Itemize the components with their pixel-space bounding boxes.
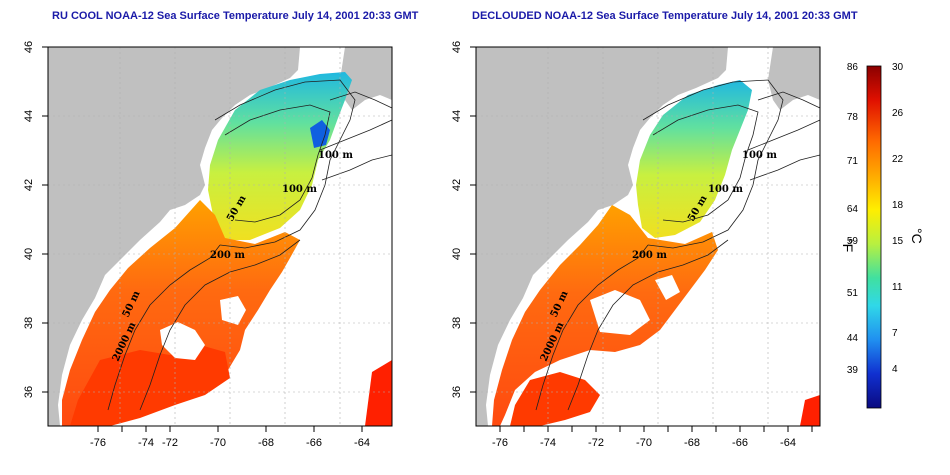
y-tick-label: 40 [451,248,463,260]
x-tick-label: -64 [354,437,370,449]
contour-label: 100 m [708,184,743,195]
x-tick-label: -64 [780,437,796,449]
celsius-tick: 4 [892,364,898,375]
fahrenheit-tick: 39 [847,365,859,376]
map-frame [475,46,821,427]
cloud-mask [590,290,650,335]
fahrenheit-tick: 59 [847,236,859,247]
nova-scotia-land [768,47,820,110]
y-tick-label: 46 [451,41,463,53]
celsius-tick: 7 [892,328,898,339]
colorbar-scale [866,65,882,409]
x-tick-label: -68 [258,437,274,449]
bathymetry-contours [107,79,393,411]
sst-se-corner [800,395,820,426]
map-frame [47,46,393,427]
y-tick-label: 36 [23,386,35,398]
y-tick-label: 36 [451,386,463,398]
graticule [48,47,392,426]
fahrenheit-unit-label: °F [840,238,856,252]
x-tick-label: -66 [306,437,322,449]
fahrenheit-tick: 86 [847,62,859,73]
contour-label: 100 m [742,150,777,161]
cloud-patch [160,322,205,360]
sst-gulf-of-maine [208,72,352,240]
celsius-tick: 11 [892,282,903,293]
y-tick-label: 40 [23,248,35,260]
y-tick-label: 42 [23,179,35,191]
left-map-panel: 100 m 100 m 50 m 200 m 50 m 2000 m -76 -… [23,41,393,449]
contour-label: 100 m [282,184,317,195]
temperature-colorbar: 86 78 71 64 59 51 44 39 30 26 22 18 15 1… [840,62,925,409]
land-mass [48,47,300,426]
x-tick-label: -68 [684,437,700,449]
x-tick-label: -74 [138,437,154,449]
right-map-panel: 100 m 100 m 50 m 200 m 50 m 2000 m -76 -… [451,41,821,449]
y-tick-label: 44 [23,110,35,122]
x-tick-label: -66 [732,437,748,449]
x-axis-ticks [499,426,813,432]
y-axis-ticks [470,46,476,393]
x-tick-label: -70 [210,437,226,449]
fahrenheit-tick: 44 [847,333,859,344]
graticule [476,47,820,426]
y-tick-label: 44 [451,110,463,122]
celsius-tick: 22 [892,154,904,165]
celsius-tick: 18 [892,200,904,211]
y-axis-ticks [42,46,48,393]
contour-label: 200 m [210,250,245,261]
y-tick-label: 38 [451,317,463,329]
x-axis-ticks [97,426,363,432]
left-map-title: RU COOL NOAA-12 Sea Surface Temperature … [52,10,419,22]
y-tick-label: 46 [23,41,35,53]
celsius-tick: 15 [892,236,904,247]
celsius-tick: 30 [892,62,904,73]
fahrenheit-tick: 64 [847,204,859,215]
fahrenheit-tick: 71 [847,156,859,167]
bathymetry-contours [535,79,821,411]
y-tick-label: 38 [23,317,35,329]
fahrenheit-tick: 78 [847,112,859,123]
contour-label: 200 m [632,250,667,261]
celsius-tick: 26 [892,108,904,119]
x-tick-label: -70 [636,437,652,449]
right-map-title: DECLOUDED NOAA-12 Sea Surface Temperatur… [472,10,858,22]
cloud-patch [220,296,246,325]
land-mass [476,47,728,426]
x-tick-label: -74 [540,437,556,449]
x-tick-label: -76 [492,437,508,449]
celsius-unit-label: °C [909,228,925,244]
x-tick-label: -76 [90,437,106,449]
sst-gulf-of-maine [636,80,752,238]
sst-se-corner [365,360,392,426]
cloud-mask [655,275,680,300]
y-tick-label: 42 [451,179,463,191]
sst-cold-patch [310,120,330,148]
fahrenheit-tick: 51 [847,288,859,299]
contour-label: 100 m [318,150,353,161]
nova-scotia-land [340,47,392,110]
x-tick-label: -72 [162,437,178,449]
x-tick-label: -72 [588,437,604,449]
